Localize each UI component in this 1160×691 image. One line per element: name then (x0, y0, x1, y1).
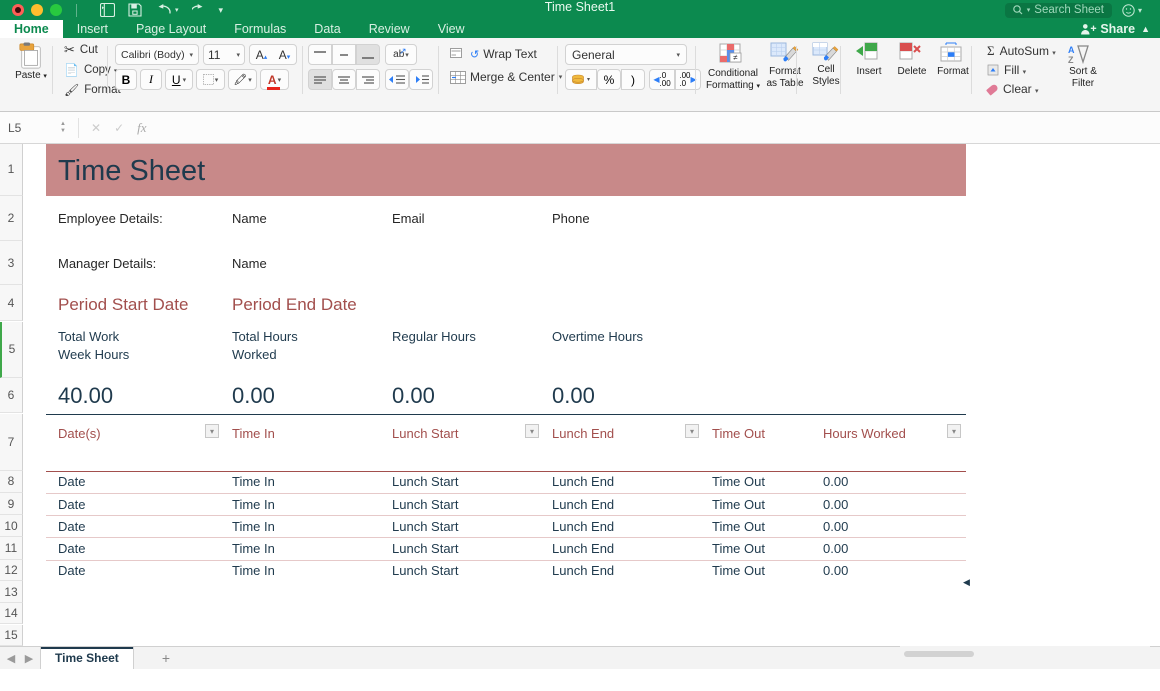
svg-text:Z: Z (1068, 55, 1074, 65)
svg-text:A: A (1068, 45, 1075, 55)
svg-text:≠: ≠ (733, 53, 738, 62)
